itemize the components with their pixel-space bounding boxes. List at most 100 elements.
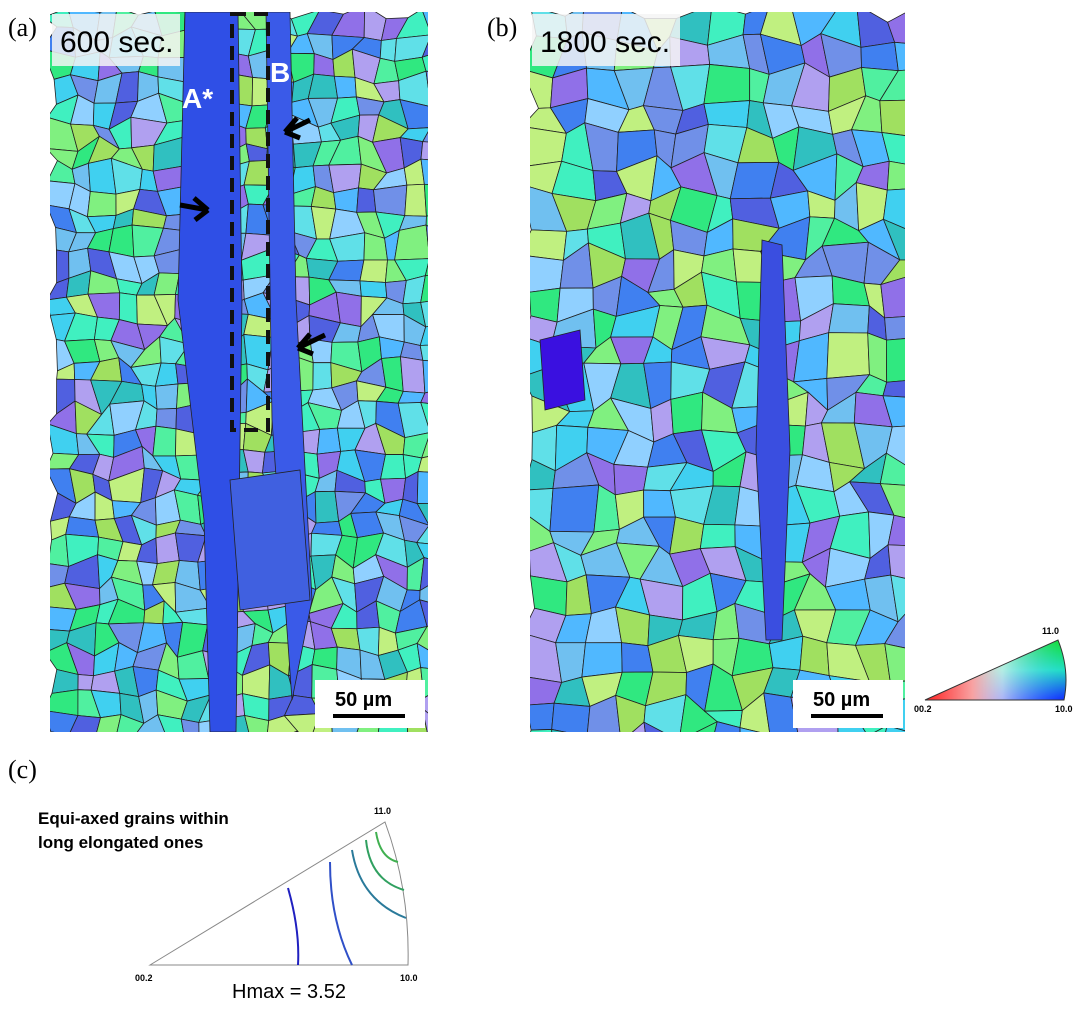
key-corner: 10.0 <box>1055 704 1073 714</box>
grain <box>424 184 453 216</box>
grain <box>827 333 870 379</box>
grain <box>351 738 378 768</box>
panel-label: (c) <box>8 755 37 784</box>
grain <box>308 74 337 98</box>
grain <box>439 600 464 634</box>
grain <box>441 500 468 522</box>
grain <box>439 230 471 259</box>
grain <box>861 42 898 70</box>
grain <box>928 157 957 199</box>
grain <box>926 315 959 345</box>
grain <box>428 736 450 764</box>
grain <box>440 430 471 455</box>
grain <box>829 733 868 768</box>
grain <box>426 71 452 107</box>
grain <box>426 211 445 238</box>
grain <box>880 726 927 767</box>
grain <box>443 11 472 36</box>
grain <box>421 298 450 327</box>
corner-label: 10.0 <box>400 973 418 983</box>
grain <box>380 38 396 61</box>
grain <box>87 192 116 217</box>
grain <box>704 101 750 128</box>
grain <box>334 76 356 98</box>
grain <box>883 379 922 398</box>
grain <box>442 473 467 503</box>
grain <box>911 187 957 230</box>
grain <box>447 34 472 49</box>
grain <box>891 575 930 622</box>
grain <box>913 733 957 766</box>
grain <box>421 142 448 162</box>
grain <box>153 426 176 456</box>
grain <box>526 703 554 730</box>
scale-bar-label: 50 µm <box>813 689 870 711</box>
grain <box>442 561 473 581</box>
grain <box>867 726 887 769</box>
grain <box>313 363 332 390</box>
color-key: 11.0 00.2 10.0 <box>914 626 1073 714</box>
grain <box>405 184 427 216</box>
contour <box>352 850 406 918</box>
grain <box>266 731 297 756</box>
grain <box>880 100 926 138</box>
grain <box>448 120 462 143</box>
grain-map-b <box>520 4 961 771</box>
grain <box>916 274 958 322</box>
grain <box>886 337 926 382</box>
grain <box>166 733 190 764</box>
grain <box>109 225 134 257</box>
grain <box>439 405 465 435</box>
grain <box>443 159 474 195</box>
grain <box>442 577 472 608</box>
grain <box>439 250 466 274</box>
grain <box>440 454 471 475</box>
grain <box>227 733 252 763</box>
grain <box>440 665 471 688</box>
grain-map-a <box>42 5 475 767</box>
grain <box>520 230 567 260</box>
grain <box>439 740 468 757</box>
grain <box>916 247 958 280</box>
grain <box>451 542 473 566</box>
grain <box>700 524 735 548</box>
grain <box>910 486 957 532</box>
grain <box>449 323 471 344</box>
time-label: 600 sec. <box>60 26 173 59</box>
scale-bar-label: 50 µm <box>335 689 392 711</box>
grain <box>912 100 949 138</box>
time-label: 1800 sec. <box>540 26 670 59</box>
grain <box>440 360 474 389</box>
marker: A* <box>182 83 213 114</box>
grain <box>181 719 199 744</box>
grain <box>421 272 451 302</box>
grain <box>374 735 408 757</box>
grain <box>912 607 955 652</box>
grain <box>912 68 952 101</box>
grain <box>69 735 100 762</box>
panel-label: (a) <box>8 13 37 42</box>
grain <box>925 546 960 585</box>
grain <box>800 636 829 675</box>
grain <box>439 623 471 657</box>
grain <box>445 49 468 77</box>
grain-band <box>230 470 310 610</box>
grain <box>199 733 232 763</box>
grain <box>449 297 471 326</box>
grain <box>914 425 959 471</box>
grain <box>916 520 959 555</box>
grain <box>251 741 276 755</box>
grain <box>336 292 361 326</box>
grain <box>910 462 959 492</box>
grain <box>582 643 622 677</box>
grain <box>426 225 445 259</box>
grain <box>888 515 925 546</box>
grain <box>583 737 621 767</box>
grain <box>420 558 454 591</box>
grain <box>798 733 838 768</box>
grain <box>423 360 449 393</box>
grain <box>440 648 472 670</box>
grain <box>911 223 952 260</box>
grain <box>920 45 952 73</box>
grain <box>308 735 334 764</box>
